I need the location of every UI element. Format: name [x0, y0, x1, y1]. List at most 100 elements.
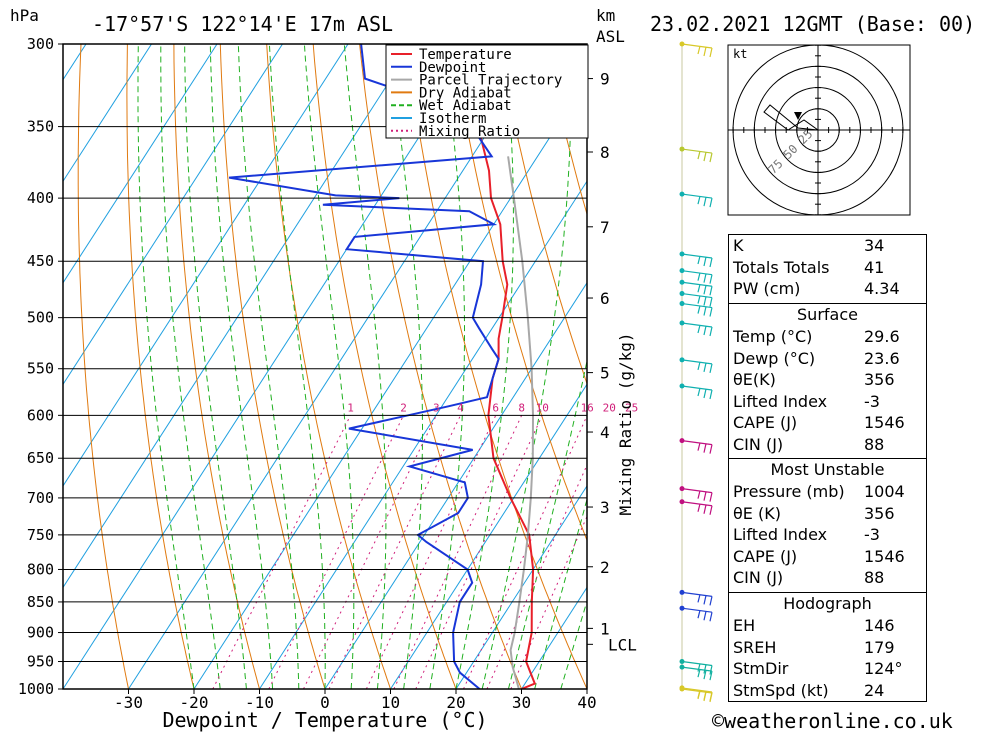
temperature-tick-label: 40: [577, 693, 596, 712]
mixing-ratio-label: 16: [581, 401, 594, 414]
dry-adiabat-line: [77, 44, 129, 689]
wind-barb: [681, 148, 713, 163]
pressure-tick-label: 600: [27, 406, 54, 424]
mixing-ratio-label: 3: [433, 401, 440, 414]
isotherm-line: [0, 44, 21, 689]
wind-barb: [681, 660, 713, 675]
pressure-tick-label: 1000: [18, 680, 54, 698]
wet-adiabat-line: [390, 44, 423, 689]
hodograph-value: 124°: [864, 659, 903, 678]
pressure-tick-label: 550: [27, 360, 54, 378]
wind-barb: [681, 385, 713, 400]
wind-barb: [681, 270, 713, 284]
surface-row: CAPE (J) 1546: [729, 412, 926, 434]
pressure-tick-label: 850: [27, 593, 54, 611]
pressure-tick-label: 400: [27, 189, 54, 207]
dry-adiabat-line: [219, 44, 326, 689]
surface-table: Surface Temp (°C) 29.6 Dewp (°C) 23.6 θE(K…: [728, 303, 927, 459]
datetime-title: 23.02.2021 12GMT (Base: 00): [650, 12, 975, 36]
surface-title: Surface: [797, 305, 858, 324]
wet-adiabat-line: [560, 599, 587, 689]
wind-barb: [681, 322, 713, 337]
most-unstable-row: Pressure (mb) 1004: [729, 481, 926, 503]
wet-adiabat-line: [429, 44, 465, 689]
hodograph-label: EH: [733, 616, 756, 635]
index-row: K 34: [729, 235, 926, 257]
mixing-ratio-line: [303, 415, 437, 689]
most-unstable-label: Lifted Index: [733, 525, 828, 544]
isotherm-line: [390, 383, 587, 689]
temperature-tick-label: 20: [446, 693, 465, 712]
surface-label: θE(K): [733, 370, 776, 389]
most-unstable-value: 88: [864, 568, 885, 587]
mixing-ratio-line: [510, 515, 587, 689]
most-unstable-row: Lifted Index -3: [729, 524, 926, 546]
pressure-tick-label: 750: [27, 526, 54, 544]
height-tick-label: 1: [600, 619, 610, 638]
dry-adiabat-line: [498, 44, 587, 386]
index-row: Totals Totals 41: [729, 257, 926, 279]
hodograph-value: 24: [864, 680, 885, 700]
footer-credit: ©weatheronline.co.uk: [712, 709, 953, 733]
hodograph-table: Hodograph EH 146 SREH 179 StmDir 124° StmSp…: [728, 592, 927, 702]
isotherm-line: [63, 44, 283, 386]
wind-barb: [681, 302, 713, 317]
isotherm-line: [259, 180, 587, 689]
surface-value: -3: [864, 391, 880, 411]
hodograph-value: 179: [864, 637, 895, 657]
height-tick-label: 9: [600, 70, 610, 89]
mixing-ratio-label: 2: [400, 401, 407, 414]
dry-adiabat-line: [126, 44, 195, 689]
height-tick-label: 6: [600, 289, 610, 308]
mixing-ratio-label: 8: [518, 401, 525, 414]
legend-label: Isotherm: [419, 111, 486, 127]
mixing-ratio-label: 6: [492, 401, 499, 414]
wind-barb: [681, 488, 713, 502]
dry-adiabat-line: [917, 44, 1000, 689]
surface-label: CIN (J): [733, 434, 784, 454]
hodograph-row: SREH 179: [729, 637, 926, 659]
mixing-ratio-line: [268, 415, 404, 689]
wind-barb: [681, 359, 713, 374]
surface-label: Dewp (°C): [733, 348, 816, 368]
height-tick-label: 7: [600, 218, 610, 237]
temperature-tick-label: 30: [512, 693, 531, 712]
mixing-ratio-axis-title: Mixing Ratio (g/kg): [616, 332, 635, 515]
most-unstable-value: -3: [864, 525, 880, 544]
most-unstable-row: CIN (J) 88: [729, 567, 926, 589]
mixing-ratio-line: [415, 415, 543, 689]
km-label: km: [596, 6, 615, 25]
temperature-tick-label: 0: [320, 693, 330, 712]
hodograph-row: EH 146: [729, 615, 926, 637]
storm-motion-marker: [794, 112, 802, 120]
most-unstable-label: Pressure (mb): [733, 482, 845, 501]
temperature-tick-label: -10: [245, 693, 274, 712]
index-value: 41: [864, 257, 885, 277]
dry-adiabat-line: [312, 44, 457, 689]
most-unstable-value: 1004: [864, 482, 905, 501]
height-tick-label: 8: [600, 143, 610, 162]
hodograph-ring-label: 50: [780, 142, 800, 162]
index-label: K: [733, 236, 744, 255]
plot-frame: [62, 43, 588, 690]
mixing-ratio-label: 4: [457, 401, 464, 414]
pressure-tick-label: 450: [27, 252, 54, 270]
isotherm-line: [63, 44, 414, 589]
hodograph-unit: kt: [733, 47, 747, 61]
hodograph-label: StmDir: [733, 659, 789, 678]
hodograph-ring-label: 75: [766, 157, 786, 177]
surface-value: 1546: [864, 413, 905, 432]
wet-adiabat-line: [303, 44, 355, 689]
wind-barb: [681, 193, 713, 208]
most-unstable-table: Most Unstable Pressure (mb) 1004 θE (K) 35…: [728, 458, 927, 593]
pressure-tick-label: 350: [27, 118, 54, 136]
legend-label: Mixing Ratio: [419, 124, 520, 140]
most-unstable-title: Most Unstable: [770, 460, 885, 479]
hodograph-label: SREH: [733, 637, 777, 657]
asl-label: ASL: [596, 27, 625, 46]
surface-label: CAPE (J): [733, 413, 798, 432]
index-value: 34: [864, 236, 885, 255]
legend-label: Wet Adiabat: [419, 98, 512, 114]
isotherm-line: [455, 484, 587, 689]
isotherm-line: [63, 44, 152, 183]
